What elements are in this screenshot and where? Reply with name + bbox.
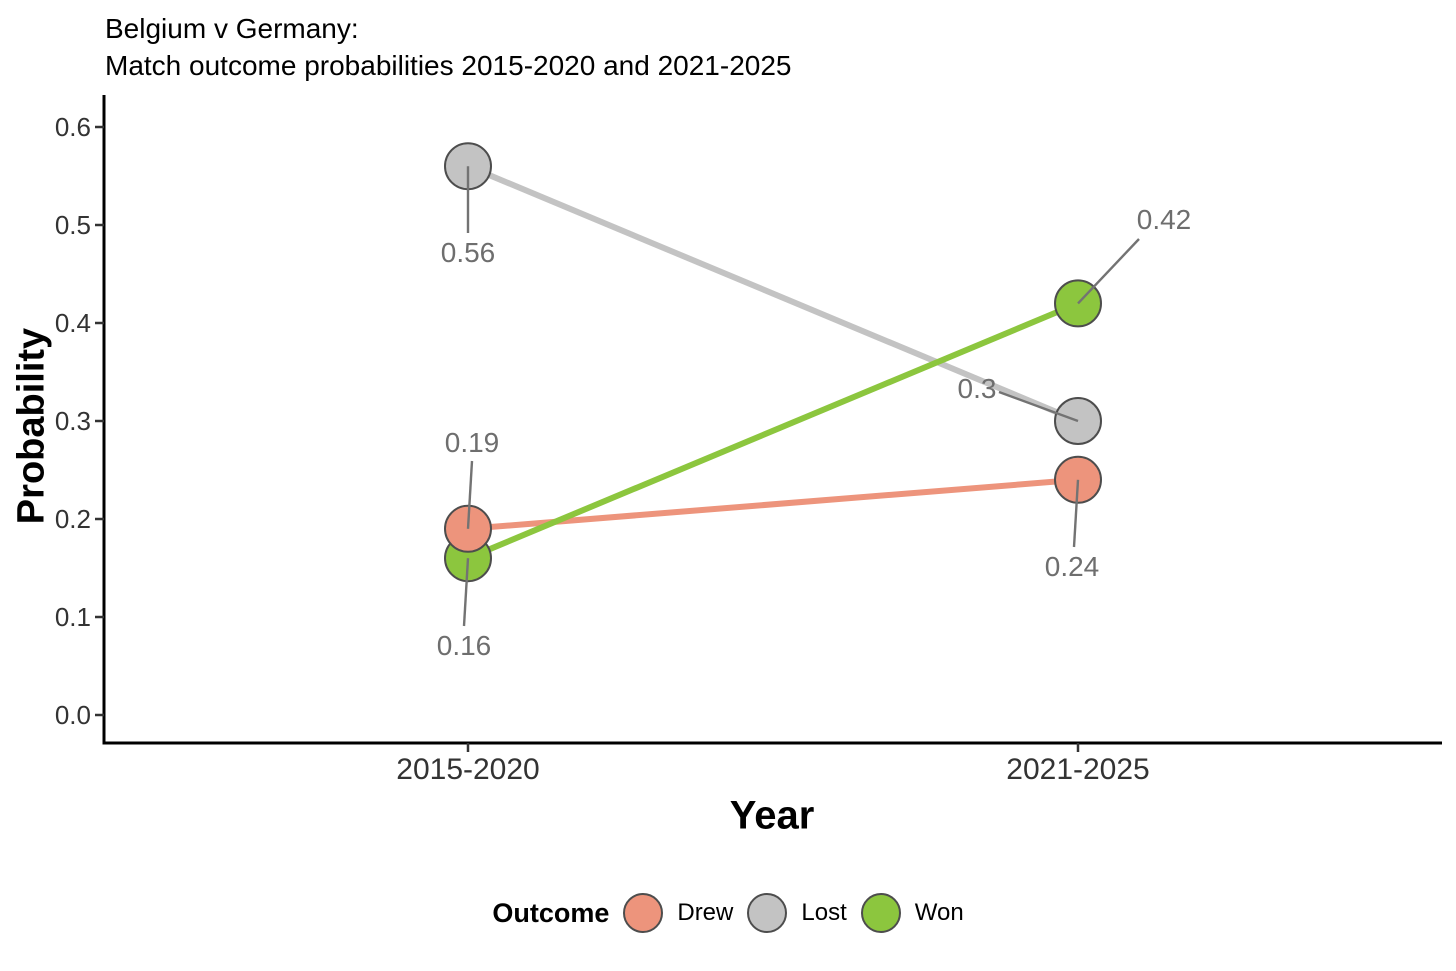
y-tick-label: 0.4 <box>55 308 91 338</box>
legend: Outcome Drew Lost Won <box>0 893 1456 933</box>
y-tick-label: 0.1 <box>55 602 91 632</box>
x-tick-label: 2021-2025 <box>1006 753 1149 786</box>
data-point-label-lost-0: 0.56 <box>441 237 496 268</box>
chart-title-line1: Belgium v Germany: <box>105 13 359 44</box>
chart-title-line2: Match outcome probabilities 2015-2020 an… <box>105 50 792 81</box>
data-point-label-won-0: 0.16 <box>437 630 492 661</box>
y-tick-label: 0.0 <box>55 700 91 730</box>
series-line-won <box>466 300 1080 561</box>
plot-area: 0.0 0.1 0.2 0.3 0.4 0.5 0.6 2015-2020 2021-2025 0… <box>55 95 1442 786</box>
legend-label-drew: Drew <box>677 899 734 926</box>
label-leader-won-1 <box>1077 238 1140 305</box>
lost-point-icon <box>747 893 788 933</box>
y-tick-label: 0.2 <box>55 504 91 534</box>
data-point-label-drew-1: 0.24 <box>1045 551 1100 582</box>
data-point-label-drew-0: 0.19 <box>445 427 500 458</box>
label-leader-won-0 <box>462 558 470 627</box>
legend-title: Outcome <box>492 897 610 928</box>
data-point-label-won-1: 0.42 <box>1137 204 1192 235</box>
drew-point-icon <box>623 893 664 933</box>
label-leader-drew-1 <box>1072 479 1080 548</box>
y-tick-label: 0.5 <box>55 210 91 240</box>
legend-label-lost: Lost <box>801 899 847 926</box>
legend-item-drew: Drew <box>623 893 733 933</box>
series-line-drew <box>467 476 1079 532</box>
data-point-label-lost-1: 0.3 <box>958 373 997 404</box>
y-tick-label: 0.3 <box>55 406 91 436</box>
legend-item-won: Won <box>860 893 964 933</box>
won-point-icon <box>860 893 901 933</box>
series-line-lost <box>466 163 1080 424</box>
y-tick-label: 0.6 <box>55 112 91 142</box>
legend-label-won: Won <box>914 899 964 926</box>
x-axis-title: Year <box>729 793 815 838</box>
legend-item-lost: Lost <box>747 893 847 933</box>
label-leader-lost-1 <box>998 390 1079 423</box>
x-tick-label: 2015-2020 <box>396 753 539 786</box>
label-leader-drew-0 <box>466 460 474 529</box>
chart-title: Belgium v Germany: Match outcome probabi… <box>105 10 791 84</box>
